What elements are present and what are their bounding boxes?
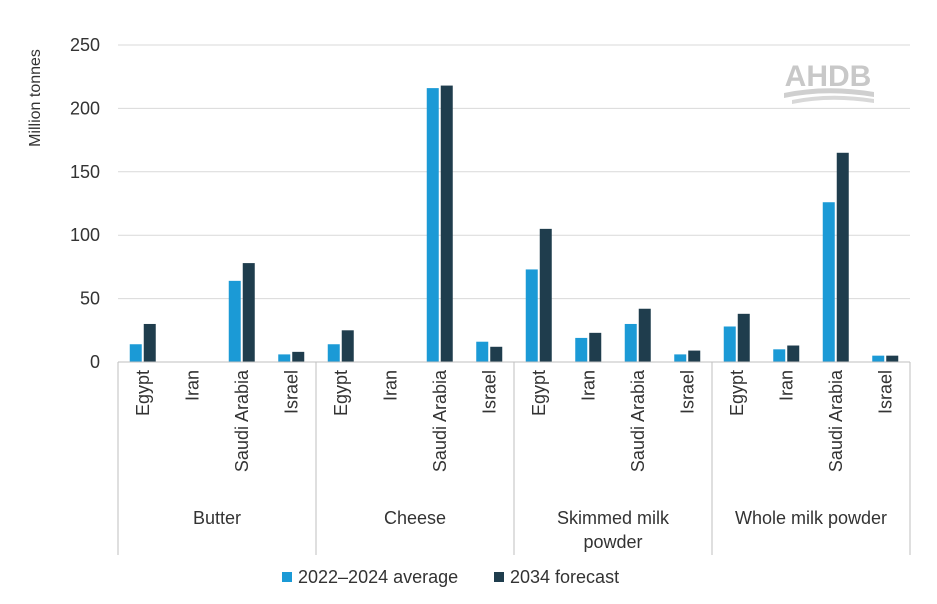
bar [143,323,156,362]
group-label: Whole milk powder [735,508,887,528]
category-label: Iran [578,370,598,401]
bar [624,323,637,362]
bar [228,280,241,362]
y-tick-label: 200 [70,98,100,118]
legend-swatch [494,572,504,582]
y-tick-label: 100 [70,225,100,245]
category-label: Egypt [133,370,153,416]
bar [872,355,885,362]
bar [638,308,651,362]
group-label: Butter [193,508,241,528]
bar [129,344,142,362]
legend: 2022–2024 average 2034 forecast [282,567,619,587]
bar [688,350,701,362]
category-label: Saudi Arabia [232,369,252,472]
group-label: Skimmed milk [557,508,670,528]
category-label: Egypt [727,370,747,416]
category-label: Iran [182,370,202,401]
bar [242,263,255,362]
bar [278,354,291,362]
category-label: Egypt [331,370,351,416]
category-label: Iran [380,370,400,401]
y-axis: Million tonnes 0 50 100 150 200 250 [27,35,100,372]
bar [341,330,354,362]
category-label: Egypt [529,370,549,416]
bar [575,337,588,362]
legend-label: 2034 forecast [510,567,619,587]
category-label: Saudi Arabia [628,369,648,472]
bar [886,355,899,362]
bar [737,313,750,362]
bar [539,228,552,362]
bar [787,345,800,362]
bar [723,326,736,362]
bar [426,88,439,362]
category-label: Israel [281,370,301,414]
category-label: Israel [875,370,895,414]
ahdb-logo-text: AHDB [785,60,872,93]
group-label: powder [583,532,642,552]
bar [822,202,835,362]
bar [440,85,453,363]
bar [525,269,538,362]
category-label: Israel [479,370,499,414]
y-axis-title: Million tonnes [27,49,44,147]
ahdb-logo: AHDB [784,60,874,104]
bar [674,354,687,362]
legend-swatch [282,572,292,582]
group-label: Cheese [384,508,446,528]
legend-label: 2022–2024 average [298,567,458,587]
bar [589,332,602,362]
category-label: Saudi Arabia [826,369,846,472]
category-label: Israel [677,370,697,414]
category-label: Saudi Arabia [430,369,450,472]
y-tick-label: 50 [80,289,100,309]
bar [773,349,786,362]
category-label: Iran [776,370,796,401]
bar [490,346,503,362]
bar [836,152,849,362]
x-axis: Egypt Iran Saudi Arabia Israel Butter Egypt Ir… [117,361,911,555]
bar [476,341,489,362]
y-tick-label: 250 [70,35,100,55]
bars [129,85,899,363]
gridlines [118,44,910,300]
y-tick-label: 150 [70,162,100,182]
bar [327,344,340,362]
y-tick-label: 0 [90,352,100,372]
bar [292,351,305,362]
